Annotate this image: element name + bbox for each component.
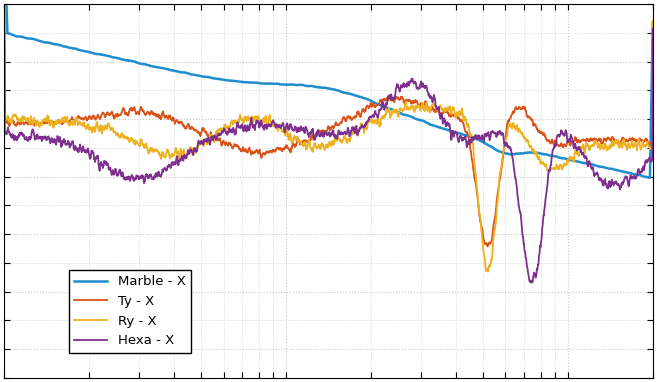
Hexa - X bbox=[630, 173, 638, 178]
Marble - X bbox=[630, 172, 638, 176]
Legend: Marble - X, Ty - X, Ry - X, Hexa - X: Marble - X, Ty - X, Ry - X, Hexa - X bbox=[69, 270, 191, 353]
Ty - X bbox=[34, 119, 41, 124]
Marble - X bbox=[298, 83, 306, 87]
Ty - X bbox=[298, 139, 306, 144]
Ty - X bbox=[630, 137, 638, 141]
Line: Ry - X: Ry - X bbox=[4, 4, 653, 272]
Hexa - X bbox=[298, 128, 306, 132]
Ry - X bbox=[484, 269, 492, 274]
Ty - X bbox=[649, 34, 657, 39]
Ty - X bbox=[511, 106, 519, 111]
Marble - X bbox=[511, 152, 519, 156]
Hexa - X bbox=[528, 280, 535, 285]
Hexa - X bbox=[649, 27, 657, 31]
Marble - X bbox=[34, 38, 41, 42]
Ry - X bbox=[34, 121, 41, 125]
Ry - X bbox=[298, 143, 306, 147]
Hexa - X bbox=[0, 9, 8, 13]
Ry - X bbox=[0, 2, 8, 6]
Ty - X bbox=[315, 128, 323, 133]
Ry - X bbox=[511, 127, 519, 131]
Marble - X bbox=[630, 172, 638, 176]
Ry - X bbox=[649, 18, 657, 23]
Hexa - X bbox=[34, 132, 41, 137]
Ty - X bbox=[631, 138, 639, 142]
Line: Marble - X: Marble - X bbox=[4, 0, 653, 178]
Ty - X bbox=[484, 244, 491, 249]
Marble - X bbox=[315, 85, 323, 90]
Line: Ty - X: Ty - X bbox=[4, 0, 653, 246]
Marble - X bbox=[646, 176, 654, 180]
Hexa - X bbox=[511, 173, 519, 178]
Ry - X bbox=[315, 146, 323, 150]
Ry - X bbox=[631, 143, 639, 147]
Marble - X bbox=[649, 20, 657, 24]
Hexa - X bbox=[315, 134, 323, 139]
Line: Hexa - X: Hexa - X bbox=[4, 11, 653, 283]
Ry - X bbox=[630, 144, 638, 149]
Hexa - X bbox=[631, 175, 639, 180]
